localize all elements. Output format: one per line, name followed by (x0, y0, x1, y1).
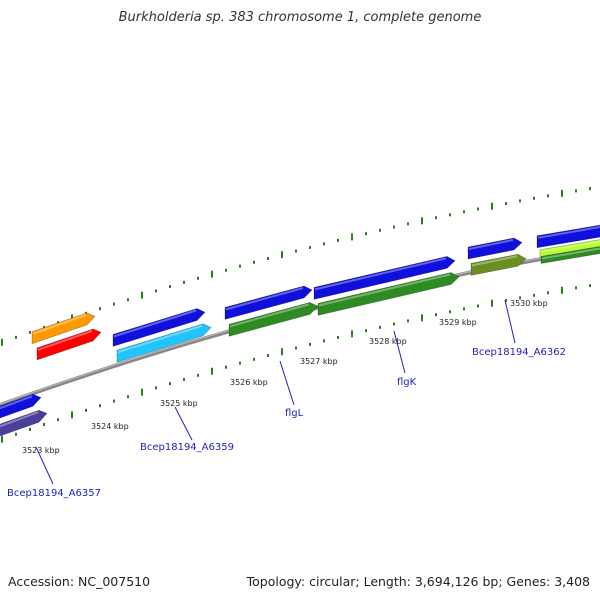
gene-feature-3[interactable] (0, 409, 48, 439)
backbone-line (0, 246, 600, 408)
tick-label-3528: 3528 kbp (369, 337, 407, 346)
backbone-highlight (0, 247, 600, 405)
tick-label-3526: 3526 kbp (230, 378, 268, 387)
gene-feature-shine (0, 395, 33, 410)
gene-feature-shine (471, 255, 518, 267)
genome-summary-text: Topology: circular; Length: 3,694,126 bp… (246, 574, 590, 589)
gene-feature-14[interactable] (540, 245, 600, 264)
kbp-scale-labels: 3523 kbp 3524 kbp 3525 kbp 3526 kbp 3527… (22, 299, 548, 455)
gene-feature-9[interactable] (317, 272, 460, 316)
gene-feature-shine (0, 411, 39, 428)
leader-line-flgK (393, 330, 406, 374)
gene-label-a6362[interactable]: Bcep18194_A6362 (472, 347, 566, 358)
gene-feature-6[interactable] (224, 285, 313, 320)
leader-line-a6359 (174, 406, 193, 441)
inner-tick-ring (1, 284, 591, 443)
outer-tick-ring (1, 187, 591, 346)
gene-feature-8[interactable] (313, 256, 456, 300)
leader-line-a6357 (35, 446, 54, 485)
gene-feature-4[interactable] (112, 308, 206, 347)
gene-feature-shine (37, 330, 93, 351)
tick-label-3523: 3523 kbp (22, 446, 60, 455)
gene-feature-1[interactable] (36, 328, 102, 361)
gene-feature-shine (225, 287, 304, 311)
gene-label-flgL[interactable]: flgL (285, 408, 304, 419)
gene-feature-shine (540, 240, 600, 253)
label-leader-lines (35, 299, 516, 485)
gene-feature-0[interactable] (31, 312, 96, 345)
chromosome-backbone (0, 246, 600, 408)
map-title: Burkholderia sp. 383 chromosome 1, compl… (118, 10, 482, 25)
gene-feature-shine (468, 239, 514, 250)
gene-feature-shine (117, 324, 203, 354)
gene-feature-7[interactable] (228, 302, 319, 337)
gene-feature-11[interactable] (470, 253, 527, 276)
gene-label-a6359[interactable]: Bcep18194_A6359 (140, 442, 234, 453)
gene-feature-10[interactable] (467, 237, 523, 260)
gene-feature-shine (229, 303, 310, 328)
feature-track (0, 223, 600, 439)
gene-feature-shine (113, 309, 197, 338)
tick-label-3524: 3524 kbp (91, 422, 129, 431)
accession-text: Accession: NC_007510 (8, 574, 151, 589)
gene-feature-2[interactable] (0, 393, 42, 421)
tick-label-3530: 3530 kbp (510, 299, 548, 308)
gene-feature-shine (314, 257, 447, 291)
gene-feature-12[interactable] (536, 223, 600, 249)
gene-feature-shine (32, 313, 87, 335)
gene-feature-13[interactable] (539, 238, 600, 258)
gene-feature-5[interactable] (116, 323, 212, 363)
tick-label-3525: 3525 kbp (160, 399, 198, 408)
leader-line-flgL (279, 360, 295, 406)
leader-line-a6362 (504, 299, 516, 344)
gene-feature-shine (537, 225, 600, 239)
tick-label-3527: 3527 kbp (300, 357, 338, 366)
gene-label-a6357[interactable]: Bcep18194_A6357 (7, 488, 101, 499)
gene-feature-shine (318, 273, 451, 307)
tick-label-3529: 3529 kbp (439, 318, 477, 327)
gene-labels: Bcep18194_A6357 Bcep18194_A6359 flgL flg… (7, 347, 566, 499)
gene-label-flgK[interactable]: flgK (397, 377, 417, 388)
gene-feature-shine (541, 247, 600, 260)
